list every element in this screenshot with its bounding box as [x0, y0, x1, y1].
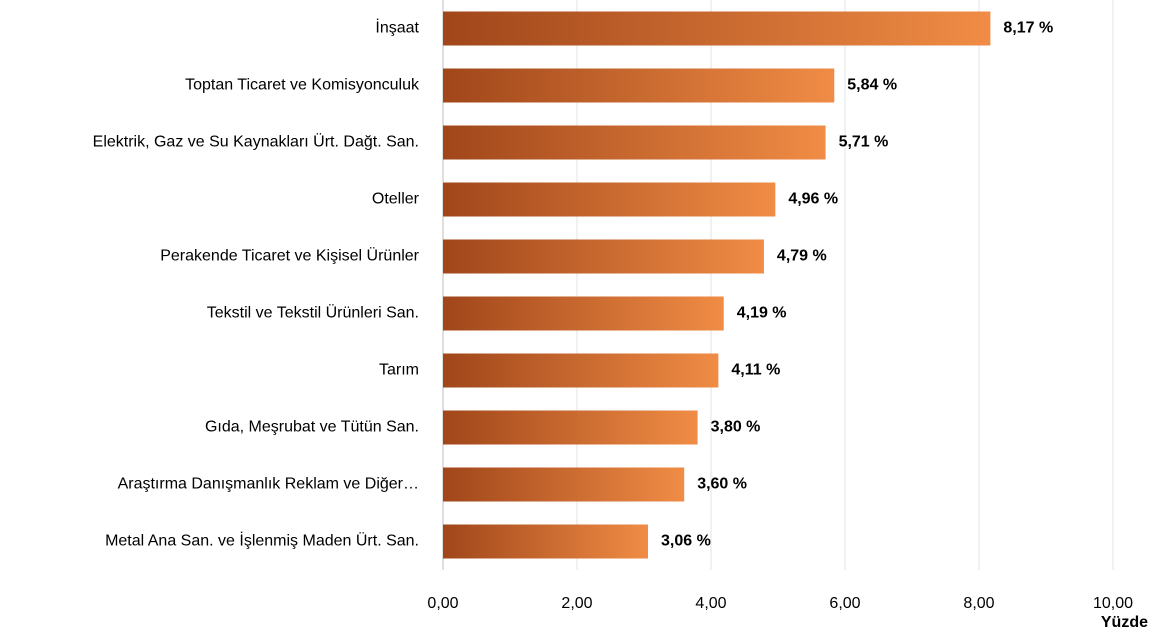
value-label: 4,19 %: [737, 305, 787, 322]
value-label: 5,71 %: [839, 134, 889, 151]
value-label: 4,96 %: [788, 191, 838, 208]
value-label: 4,79 %: [777, 248, 827, 265]
bar: [443, 125, 826, 160]
y-tick-label: Oteller: [372, 191, 420, 208]
bar: [443, 11, 991, 46]
value-label: 4,11 %: [731, 362, 780, 379]
bar: [443, 410, 698, 445]
y-tick-label: Metal Ana San. ve İşlenmiş Maden Ürt. Sa…: [105, 531, 419, 550]
x-tick-label: 10,00: [1093, 595, 1133, 612]
y-tick-label: Araştırma Danışmanlık Reklam ve Diğer…: [118, 476, 419, 493]
bar: [443, 353, 719, 388]
value-label: 5,84 %: [847, 77, 897, 94]
x-tick-label: 2,00: [561, 595, 592, 612]
x-tick-label: 8,00: [963, 595, 994, 612]
x-tick-label: 4,00: [695, 595, 726, 612]
y-tick-label: Tarım: [379, 362, 419, 379]
y-tick-label: Tekstil ve Tekstil Ürünleri San.: [207, 304, 419, 322]
value-label: 8,17 %: [1003, 20, 1053, 37]
x-tick-label: 0,00: [427, 595, 458, 612]
y-tick-label: İnşaat: [375, 18, 419, 37]
bar: [443, 296, 724, 331]
bar: [443, 467, 685, 502]
y-tick-label: Toptan Ticaret ve Komisyonculuk: [185, 77, 420, 94]
bar: [443, 182, 776, 217]
value-label: 3,06 %: [661, 533, 711, 550]
y-tick-label: Gıda, Meşrubat ve Tütün San.: [205, 419, 419, 436]
y-tick-label: Elektrik, Gaz ve Su Kaynakları Ürt. Dağt…: [93, 133, 419, 151]
x-axis-label: Yüzde: [1101, 614, 1148, 631]
x-tick-label: 6,00: [829, 595, 860, 612]
value-label: 3,60 %: [697, 476, 747, 493]
bar: [443, 239, 764, 274]
value-label: 3,80 %: [711, 419, 761, 436]
bar: [443, 524, 649, 559]
bar: [443, 68, 835, 103]
y-tick-label: Perakende Ticaret ve Kişisel Ürünler: [160, 247, 419, 265]
